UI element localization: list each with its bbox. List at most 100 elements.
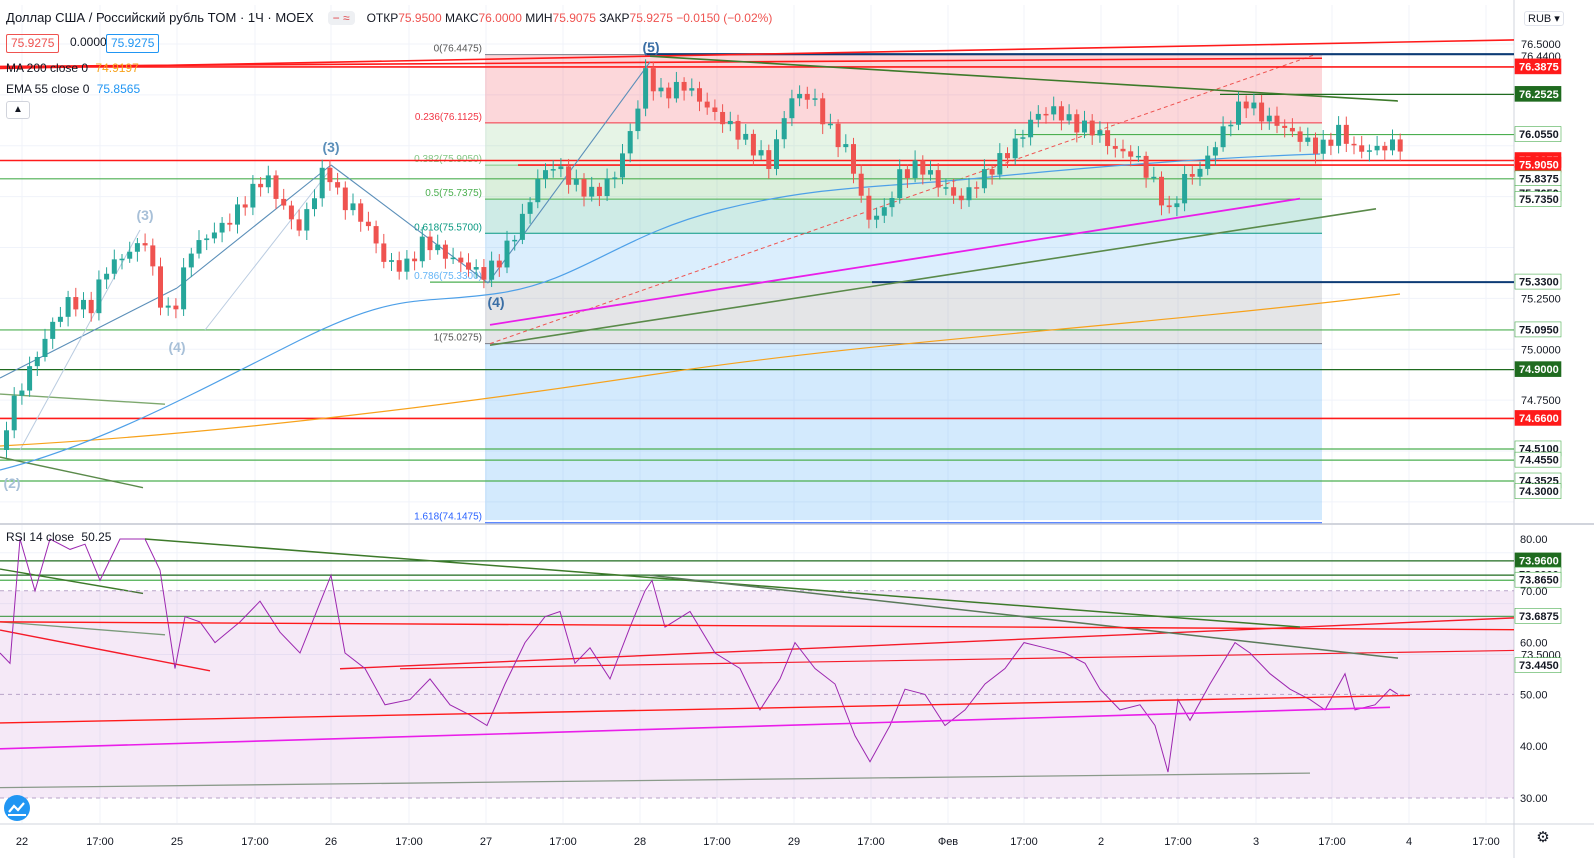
- candle-up: [1012, 138, 1018, 159]
- tradingview-logo-icon[interactable]: [4, 795, 30, 821]
- rsi-axis-label: 40.00: [1520, 741, 1548, 753]
- candle-up: [1236, 101, 1241, 125]
- horizontal-levels[interactable]: [0, 53, 1514, 617]
- candle-down: [88, 299, 94, 314]
- candle-up: [727, 120, 733, 125]
- candle-up: [643, 68, 649, 109]
- wave-label: (3): [322, 139, 339, 155]
- fib-level-label: 0.382(75.9050): [414, 154, 482, 165]
- time-tick-label: 27: [480, 836, 492, 848]
- candle-up: [235, 204, 240, 225]
- settings-gear-icon[interactable]: ⚙: [1536, 829, 1550, 846]
- moving-averages: [0, 153, 1401, 471]
- wave-label: (4): [487, 294, 504, 310]
- candle-up: [1374, 145, 1380, 151]
- candle-up: [96, 279, 102, 314]
- candle-up: [635, 108, 641, 132]
- candle-down: [766, 150, 772, 169]
- candle-up: [781, 118, 787, 140]
- candle-down: [1259, 102, 1265, 122]
- currency-button[interactable]: RUB ▾: [1524, 11, 1564, 26]
- candle-down: [158, 266, 163, 308]
- candle-up: [1212, 147, 1218, 156]
- candle-up: [519, 213, 525, 240]
- candle-up: [966, 187, 972, 201]
- price-level-label: 74.4550: [1519, 455, 1559, 467]
- ma200-line: [0, 293, 1401, 447]
- compare-toggle[interactable]: − ≈: [327, 10, 355, 25]
- candle-up: [1305, 137, 1311, 142]
- fib-level-label: 0.236(76.1125): [415, 112, 482, 123]
- time-tick-label: 29: [788, 836, 800, 848]
- trend-line: [0, 57, 1323, 68]
- candle-down: [681, 81, 687, 91]
- candle-down: [1074, 114, 1080, 133]
- fib-level-label: 0(76.4475): [434, 44, 482, 55]
- candle-down: [242, 204, 248, 208]
- price-axis[interactable]: 80.00 70.00 60.00 50.00 40.00 30.00 76.5000 76.…: [1514, 4, 1588, 805]
- fibonacci-retracement[interactable]: 0(76.4475) 0.236(76.1125) 0.382(75.9050) 0.…: [414, 44, 1322, 524]
- candles[interactable]: [4, 59, 1403, 458]
- candle-down: [1343, 124, 1349, 144]
- candle-down: [142, 243, 148, 246]
- time-tick-label: 3: [1253, 836, 1259, 848]
- candle-up: [604, 178, 610, 197]
- ma-value: 74.9197: [95, 61, 139, 75]
- candle-up: [312, 198, 317, 210]
- price-level-label: 73.9600: [1519, 555, 1559, 567]
- candle-up: [1320, 139, 1326, 154]
- trend-line: [0, 39, 1515, 70]
- symbol-title[interactable]: Доллар США / Российский рубль TOM · 1Ч ·…: [6, 10, 314, 25]
- high-value: 76.0000: [478, 10, 522, 25]
- candle-up: [1251, 102, 1257, 109]
- wave-line-faded: [19, 229, 141, 451]
- time-tick-label: 17:00: [86, 836, 114, 848]
- rsi-trend-line: [0, 621, 1515, 631]
- candle-up: [943, 187, 949, 189]
- candle-up: [504, 240, 510, 268]
- rsi-pane[interactable]: [0, 538, 1515, 799]
- ema-legend[interactable]: EMA 55 close 0 75.8565: [6, 82, 140, 96]
- time-tick-label: 17:00: [703, 836, 731, 848]
- candle-down: [935, 170, 941, 188]
- candle-down: [173, 305, 179, 310]
- price-level-badge: [1514, 86, 1562, 102]
- rsi-trend-line: [0, 621, 166, 636]
- candle-up: [450, 257, 456, 260]
- candle-down: [974, 187, 980, 189]
- candle-up: [743, 133, 749, 140]
- candle-down: [835, 123, 841, 148]
- bid-badge[interactable]: 75.9275: [6, 34, 60, 53]
- candle-up: [558, 166, 564, 170]
- candle-up: [27, 366, 33, 391]
- price-level-label: 74.6600: [1519, 413, 1559, 425]
- candle-down: [804, 93, 810, 100]
- close-label: ЗАКР: [599, 10, 630, 25]
- rsi-axis-label: 70.00: [1520, 586, 1548, 598]
- candle-down: [989, 169, 995, 175]
- collapse-legend-button[interactable]: ▲: [6, 101, 30, 119]
- ask-badge[interactable]: 75.9275: [106, 34, 160, 53]
- candle-down: [73, 297, 79, 310]
- ma-legend[interactable]: MA 200 close 0 74.9197: [6, 61, 139, 75]
- candle-up: [928, 170, 933, 175]
- candle-down: [381, 243, 387, 262]
- rsi-legend[interactable]: RSI 14 close 50.25: [6, 530, 111, 544]
- candle-down: [373, 226, 379, 244]
- candle-up: [419, 236, 425, 262]
- price-level-label: 75.7350: [1519, 194, 1559, 206]
- candle-up: [435, 244, 441, 251]
- time-tick-label: 17:00: [549, 836, 577, 848]
- time-axis[interactable]: 22 17:00 25 17:00 26 17:00 27 17:00 28 17:00 29 17:…: [16, 836, 1500, 848]
- price-axis-tick: 75.2500: [1521, 293, 1561, 305]
- candle-up: [797, 93, 803, 99]
- wave-label: (5): [642, 39, 659, 55]
- fib-level-label: 0.786(75.3300): [414, 271, 482, 282]
- candle-up: [550, 169, 556, 171]
- wave-line: [0, 287, 178, 379]
- candle-up: [689, 88, 695, 91]
- fib-level-label: 1.618(74.1475): [414, 512, 482, 523]
- candle-up: [250, 183, 256, 208]
- candle-up: [1151, 176, 1157, 179]
